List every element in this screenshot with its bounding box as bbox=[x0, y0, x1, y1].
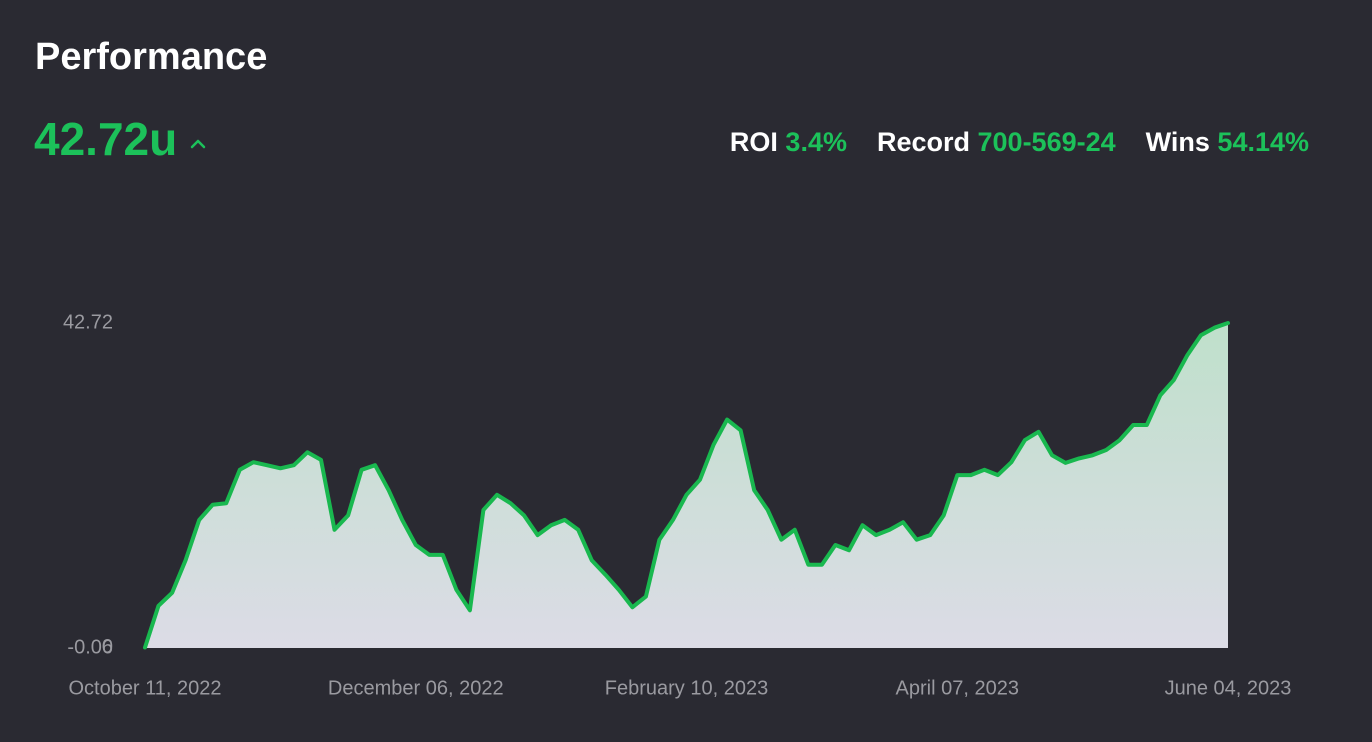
stat-label: Record bbox=[876, 127, 970, 157]
y-tick-label: -0.06 bbox=[67, 636, 113, 658]
stat-value: 54.14% bbox=[1217, 127, 1309, 157]
stat-value: 3.4% bbox=[785, 127, 847, 157]
x-tick-label: April 07, 2023 bbox=[896, 677, 1019, 699]
stat: ROI 3.4% bbox=[730, 127, 847, 158]
y-tick-label: 42.72 bbox=[63, 311, 113, 333]
y-tick-label: 0 bbox=[102, 636, 113, 658]
x-tick-label: February 10, 2023 bbox=[605, 677, 768, 699]
stat-value: 700-569-24 bbox=[977, 127, 1116, 157]
line bbox=[143, 321, 1230, 650]
stats-row: ROI 3.4% Record 700-569-24 Wins 54.14% bbox=[730, 127, 1309, 158]
stat: Wins 54.14% bbox=[1146, 127, 1309, 158]
x-tick-label: October 11, 2022 bbox=[68, 677, 221, 699]
trend-up-icon bbox=[190, 139, 206, 149]
stat-label: ROI bbox=[729, 127, 778, 157]
x-tick-label: June 04, 2023 bbox=[1165, 677, 1292, 699]
x-tick-label: December 06, 2022 bbox=[328, 677, 504, 699]
area bbox=[145, 323, 1228, 648]
stat-label: Wins bbox=[1145, 127, 1210, 157]
stat: Record 700-569-24 bbox=[877, 127, 1116, 158]
total-units: 42.72u bbox=[34, 113, 178, 165]
card-title: Performance bbox=[35, 36, 268, 78]
